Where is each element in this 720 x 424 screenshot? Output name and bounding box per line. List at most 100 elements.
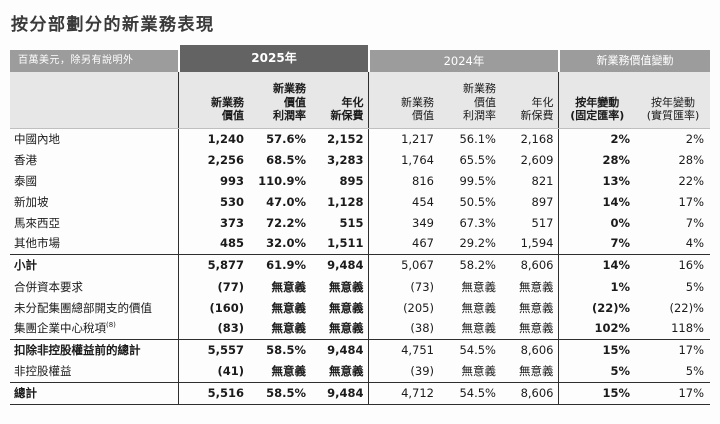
- table-row: 馬來西亞 373 72.2% 515 349 67.3% 517 0% 7%: [10, 212, 710, 233]
- unit-note: 百萬美元，除另有說明外: [10, 50, 178, 72]
- cell: 67.3%: [459, 215, 496, 230]
- cell: 57.6%: [266, 131, 306, 146]
- cell: 4,751: [367, 338, 438, 361]
- cell: 7%: [557, 233, 636, 254]
- cell: 8,606: [500, 338, 558, 361]
- cell: 14%: [557, 191, 636, 212]
- cell: (160): [177, 297, 248, 318]
- subheader-row: 新業務 價值 新業務 價值 利潤率 年化 新保費 新業務 價值 新業務 價值 利…: [10, 72, 710, 129]
- cell: 467: [367, 233, 438, 254]
- cell: 無意義: [271, 279, 307, 294]
- cell: 2,152: [327, 131, 364, 146]
- cell: 2,609: [520, 152, 554, 167]
- cell: 1,128: [327, 194, 364, 209]
- cell: 無意義: [329, 300, 364, 315]
- table-row: 未分配集團總部開支的價值 (160) 無意義 無意義 (205) 無意義 無意義 (22)%(…: [10, 297, 710, 318]
- cell: 485: [177, 233, 248, 254]
- table-row: 香港 2,256 68.5% 3,283 1,764 65.5% 2,609 28% 28%: [10, 149, 710, 170]
- row-label: 非控股權益: [10, 361, 178, 382]
- table-body: 中國內地 1,240 57.6% 2,152 1,217 56.1% 2,168 2% 2% 香港…: [10, 128, 710, 405]
- cell: 5,516: [177, 381, 248, 405]
- cell: 0%: [557, 212, 636, 233]
- footnote-ref: (8): [106, 321, 116, 330]
- table-row: 總計 5,516 58.5% 9,484 4,712 54.5% 8,606 15% 17%: [10, 381, 710, 405]
- table-row: 集團企業中心稅項(8) (83) 無意義 無意義 (38) 無意義 無意義 102% 118%: [10, 318, 710, 339]
- cell: 821: [531, 173, 554, 188]
- cell: 無意義: [329, 279, 364, 294]
- cell: (77): [177, 276, 248, 297]
- cell: 1%: [557, 276, 636, 297]
- row-label-text: 集團企業中心稅項: [14, 321, 106, 336]
- cell: 110.9%: [258, 173, 306, 188]
- cell: 895: [339, 173, 364, 188]
- row-label-text: 香港: [14, 152, 37, 167]
- row-label-text: 小計: [14, 258, 37, 273]
- cell: 13%: [557, 170, 636, 191]
- cell: 58.2%: [438, 253, 500, 276]
- segment-performance-table: 新業務 價值 新業務 價值 利潤率 年化 新保費 新業務 價值 新業務 價值 利…: [10, 72, 710, 405]
- cell: 無意義: [519, 279, 554, 294]
- cell: 17%: [636, 381, 710, 405]
- cell: 515: [339, 215, 364, 230]
- cell: 50.5%: [459, 194, 496, 209]
- cell: 1,240: [177, 128, 248, 149]
- cell: 5,557: [177, 338, 248, 361]
- row-label: 香港: [10, 149, 178, 170]
- cell: 28%: [678, 152, 704, 167]
- table-row: 扣除非控股權益前的總計 5,557 58.5% 9,484 4,751 54.5% 8,60…: [10, 338, 710, 361]
- subheader-blank: [10, 72, 178, 129]
- cell: 373: [177, 212, 248, 233]
- table-row: 合併資本要求 (77) 無意義 無意義 (73) 無意義 無意義 1% 5%: [10, 276, 710, 297]
- cell: 15%: [557, 381, 636, 405]
- cell: 無意義: [271, 300, 307, 315]
- subheader-nbv-2025: 新業務 價值: [177, 72, 248, 129]
- table-row: 中國內地 1,240 57.6% 2,152 1,217 56.1% 2,168 2% 2%: [10, 128, 710, 149]
- cell: 61.9%: [248, 253, 310, 276]
- cell: 349: [367, 212, 438, 233]
- cell: 15%: [557, 338, 636, 361]
- column-group-2025: 2025年: [180, 45, 368, 72]
- cell: 8,606: [500, 253, 558, 276]
- cell: 無意義: [271, 321, 307, 336]
- cell: 72.2%: [266, 215, 306, 230]
- cell: 993: [177, 170, 248, 191]
- table-row: 其他市場 485 32.0% 1,511 467 29.2% 1,594 7% 4%: [10, 233, 710, 254]
- cell: 2%: [685, 131, 704, 146]
- subheader-change-cer: 按年變動 (固定匯率): [557, 72, 636, 129]
- cell: (38): [367, 318, 438, 339]
- subheader-margin-2025: 新業務 價值 利潤率: [248, 72, 310, 129]
- row-label-text: 非控股權益: [14, 364, 72, 379]
- cell: (73): [367, 276, 438, 297]
- cell: 5%: [557, 361, 636, 382]
- table-row: 非控股權益 (41) 無意義 無意義 (39) 無意義 無意義 5% 5%: [10, 361, 710, 382]
- cell: 8,606: [500, 381, 558, 405]
- cell: 1,594: [520, 236, 554, 251]
- cell: 58.5%: [248, 338, 310, 361]
- cell: 56.1%: [459, 131, 496, 146]
- cell: 1,217: [367, 128, 438, 149]
- cell: 29.2%: [459, 236, 496, 251]
- cell: 2,256: [177, 149, 248, 170]
- cell: 14%: [557, 253, 636, 276]
- subheader-margin-2024: 新業務 價值 利潤率: [438, 72, 500, 129]
- cell: 99.5%: [459, 173, 496, 188]
- cell: 4,712: [367, 381, 438, 405]
- cell: 1,511: [327, 236, 364, 251]
- cell: 5%: [685, 279, 704, 294]
- cell: (205): [367, 297, 438, 318]
- cell: (83): [177, 318, 248, 339]
- subheader-anp-2024: 年化 新保費: [500, 72, 558, 129]
- cell: 7%: [685, 215, 704, 230]
- column-group-nbv-change: 新業務價值變動: [560, 50, 710, 72]
- cell: 68.5%: [266, 152, 306, 167]
- table-row: 泰國 993 110.9% 895 816 99.5% 821 13% 22%: [10, 170, 710, 191]
- row-label: 泰國: [10, 170, 178, 191]
- cell: 無意義: [329, 364, 364, 379]
- subheader-nbv-2024: 新業務 價值: [367, 72, 438, 129]
- subheader-anp-2025: 年化 新保費: [310, 72, 368, 129]
- cell: 4%: [685, 236, 704, 251]
- row-label: 總計: [10, 381, 178, 405]
- row-label-text: 合併資本要求: [14, 279, 83, 294]
- row-label: 小計: [10, 253, 178, 276]
